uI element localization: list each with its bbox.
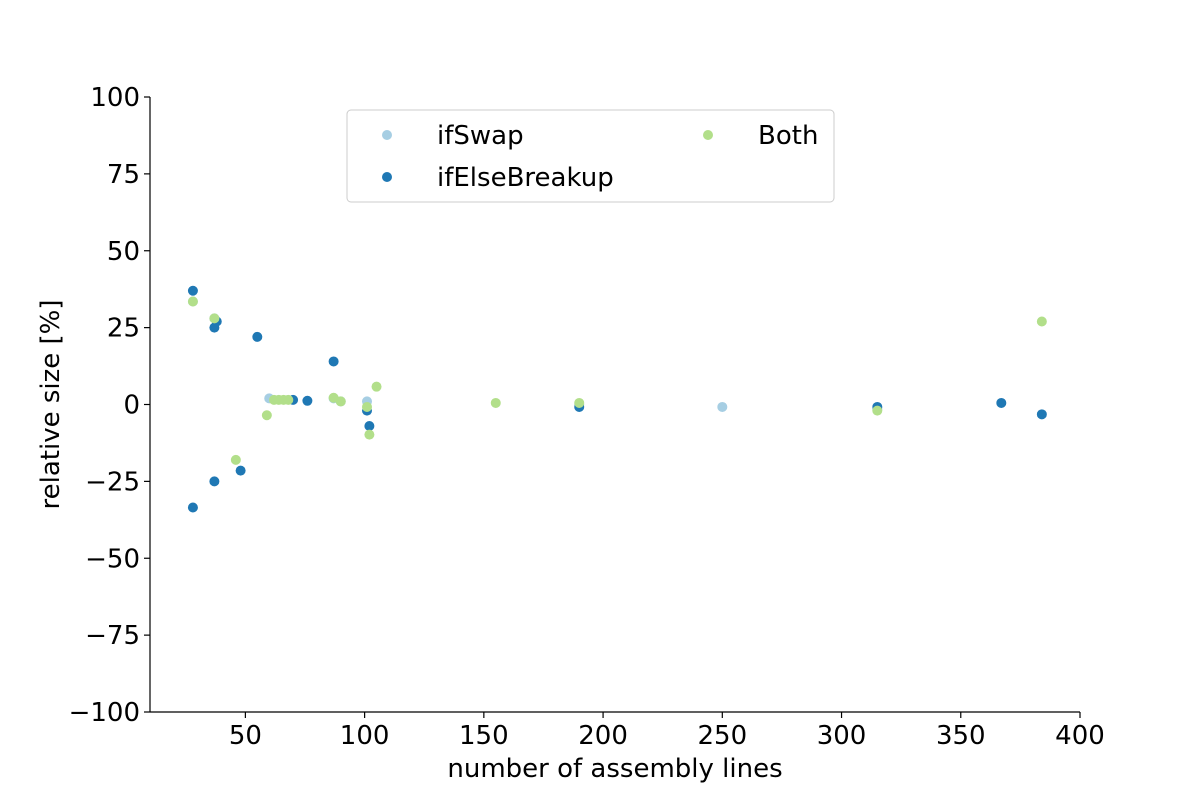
x-tick-label: 200 [578, 721, 628, 751]
data-point [328, 356, 339, 367]
x-tick-label: 150 [459, 721, 509, 751]
x-tick-label: 350 [936, 721, 986, 751]
data-point [362, 401, 372, 412]
y-tick-label: 25 [107, 314, 140, 344]
data-point [187, 502, 198, 513]
data-point [364, 421, 375, 432]
data-point [302, 395, 313, 406]
y-tick-label: −25 [85, 467, 140, 497]
y-axis-label: relative size [%] [36, 299, 66, 509]
x-axis-label: number of assembly lines [447, 754, 782, 784]
legend-items: ifSwap ifElseBreakup Both [382, 121, 818, 193]
data-point [1036, 316, 1047, 327]
data-point [490, 397, 501, 408]
y-tick-label: 50 [107, 237, 140, 267]
legend-item-ifSwap: ifSwap [382, 121, 524, 151]
legend-label: Both [758, 121, 818, 151]
y-tick-label: 0 [123, 391, 140, 421]
data-point [1036, 409, 1047, 420]
data-point [235, 465, 246, 476]
data-point [187, 296, 198, 307]
series-ifElseBreakup [187, 285, 1047, 513]
y-ticks: 100 75 50 25 0 −25 −50 −75 −100 [69, 83, 150, 728]
y-tick-label: 100 [90, 83, 140, 113]
legend-marker [703, 130, 713, 140]
y-tick-label: 75 [107, 160, 140, 190]
points-layer [187, 285, 1047, 513]
data-point [283, 394, 294, 405]
data-point [717, 401, 728, 412]
legend-marker [382, 172, 392, 182]
legend-marker [382, 130, 392, 140]
legend-item-ifElseBreakup: ifElseBreakup [382, 163, 614, 193]
data-point [209, 313, 220, 324]
data-point [230, 454, 241, 465]
legend-label: ifElseBreakup [437, 163, 614, 193]
data-point [252, 331, 263, 342]
x-tick-label: 250 [697, 721, 747, 751]
x-ticks: 50 100 150 200 250 300 350 400 [229, 712, 1105, 751]
data-point [261, 410, 272, 421]
data-point [335, 396, 346, 407]
data-point [371, 381, 382, 392]
data-point [209, 476, 220, 487]
data-point [574, 397, 585, 408]
legend: ifSwap ifElseBreakup Both [346, 109, 835, 203]
data-point [996, 397, 1007, 408]
x-tick-label: 400 [1055, 721, 1105, 751]
y-tick-label: −50 [85, 544, 140, 574]
legend-item-Both: Both [703, 121, 818, 151]
axes: 50 100 150 200 250 300 350 400 1007550250−25−50… [69, 83, 1105, 751]
x-tick-label: 300 [817, 721, 867, 751]
data-point [187, 285, 198, 296]
data-point [872, 405, 883, 416]
x-tick-label: 50 [229, 721, 262, 751]
series-Both [187, 296, 1047, 465]
data-point [364, 429, 375, 440]
legend-label: ifSwap [437, 121, 524, 151]
y-tick-label: −100 [69, 698, 140, 728]
y-tick-label: −75 [85, 621, 140, 651]
x-tick-label: 100 [340, 721, 390, 751]
